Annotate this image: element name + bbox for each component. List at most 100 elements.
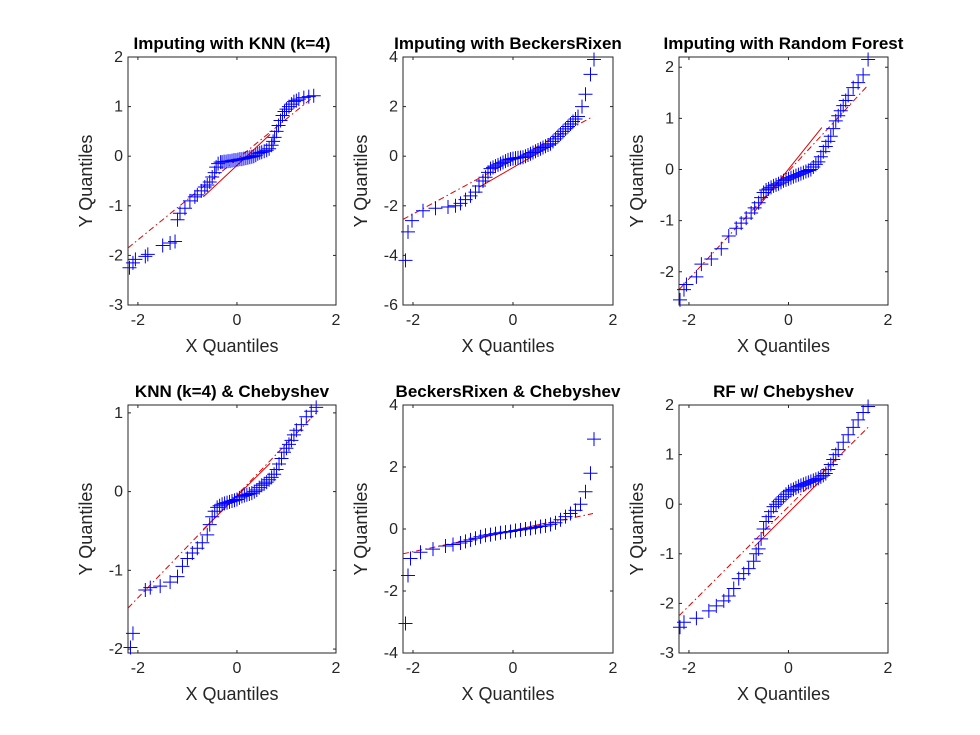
data-point [294, 417, 309, 432]
data-point [428, 201, 443, 216]
data-point [177, 201, 192, 216]
x-tick-label: 0 [509, 312, 518, 329]
data-point [401, 224, 415, 239]
data-point [207, 165, 222, 180]
y-tick-label: -1 [660, 213, 674, 230]
data-point [856, 67, 871, 82]
plot-title: Imputing with KNN (k=4) [134, 34, 331, 53]
data-point [721, 588, 736, 603]
data-point [281, 437, 296, 452]
data-point [672, 292, 687, 307]
data-point [721, 228, 736, 243]
data-point [754, 531, 769, 546]
y-tick-label: -2 [109, 247, 123, 264]
data-point [279, 441, 294, 456]
data-point [689, 611, 704, 626]
y-tick-label: -1 [660, 546, 674, 563]
plot-axes-box [402, 404, 614, 654]
data-markers [398, 432, 601, 631]
data-point [170, 569, 185, 584]
data-point [571, 109, 585, 124]
y-tick-label: -4 [384, 247, 398, 264]
x-tick-label: 2 [332, 312, 341, 329]
data-point [587, 52, 601, 67]
data-point [689, 269, 704, 284]
data-point [264, 138, 279, 153]
data-point [831, 442, 846, 457]
data-point [168, 234, 183, 249]
data-point [309, 400, 324, 415]
qq-plot-panel-1: -2 0 2 -3 -2 -1 0 1 2 Imputing with KNN (k=4) X Qu… [76, 34, 341, 356]
data-point [211, 156, 226, 171]
y-tick-label: -2 [109, 641, 123, 658]
data-markers [672, 52, 876, 307]
x-axis-label: X Quantiles [461, 336, 554, 356]
data-point [841, 88, 856, 103]
reference-lines [679, 426, 869, 617]
data-point [187, 189, 202, 204]
y-axis-label: Y Quantiles [76, 135, 96, 228]
x-tick-label: -2 [682, 660, 696, 677]
y-tick-label: 0 [389, 521, 398, 538]
data-point [568, 112, 583, 126]
x-tick-label: 2 [884, 312, 893, 329]
data-point [200, 527, 215, 542]
data-point [583, 466, 598, 481]
data-markers [123, 400, 324, 655]
data-point [441, 200, 455, 215]
plot-title: BeckersRixen & Chebyshev [396, 382, 621, 401]
data-point [841, 427, 856, 442]
data-point [140, 247, 155, 262]
qq-plot-panel-4: -2 0 2 -2 -1 0 1 KNN (k=4) & Chebyshev X Quantil… [76, 382, 341, 704]
data-point [756, 522, 771, 536]
y-axis-label: Y Quantiles [627, 483, 647, 576]
data-point [403, 551, 418, 566]
data-point [284, 433, 299, 448]
data-point [153, 579, 168, 594]
plot-axes-box [678, 56, 889, 306]
y-tick-label: 2 [665, 397, 674, 414]
qq-plot-panel-3: -2 0 2 -2 -1 0 1 2 Imputing with Random Forest X … [627, 34, 904, 356]
data-point [125, 255, 140, 270]
qq-plot-panel-6: -2 0 2 -3 -2 -1 0 1 2 RF w/ Chebyshev X Quantiles Y… [627, 382, 893, 704]
data-markers [122, 88, 321, 275]
data-point [143, 580, 158, 595]
data-point [726, 581, 741, 596]
data-point [175, 559, 190, 574]
data-point [195, 535, 210, 550]
data-point [476, 174, 490, 188]
x-tick-label: 2 [609, 660, 618, 677]
data-point [200, 177, 215, 192]
y-axis-label: Y Quantiles [627, 135, 647, 228]
data-point [746, 554, 761, 569]
data-point [125, 626, 140, 641]
x-tick-label: 0 [784, 312, 793, 329]
data-point [836, 435, 851, 450]
data-point [155, 238, 170, 253]
y-tick-label: -3 [109, 297, 123, 314]
data-point [274, 451, 289, 466]
data-point [248, 148, 263, 163]
x-axis-label: X Quantiles [461, 684, 554, 704]
x-tick-label: 0 [232, 660, 241, 677]
data-point [205, 509, 220, 524]
data-point [676, 615, 691, 630]
y-tick-label: 1 [665, 447, 674, 464]
data-point [751, 541, 766, 556]
data-point [405, 213, 419, 228]
data-point [163, 575, 178, 590]
data-point [194, 183, 209, 198]
x-tick-label: -2 [682, 312, 696, 329]
plot-title: Imputing with BeckersRixen [394, 34, 622, 53]
data-point [123, 640, 138, 655]
data-point [826, 121, 841, 136]
data-point [398, 253, 413, 268]
data-point [267, 130, 282, 145]
y-axis-label: Y Quantiles [76, 483, 96, 576]
y-tick-label: -2 [660, 264, 674, 281]
x-axis-label: X Quantiles [737, 336, 830, 356]
data-point [138, 249, 153, 264]
